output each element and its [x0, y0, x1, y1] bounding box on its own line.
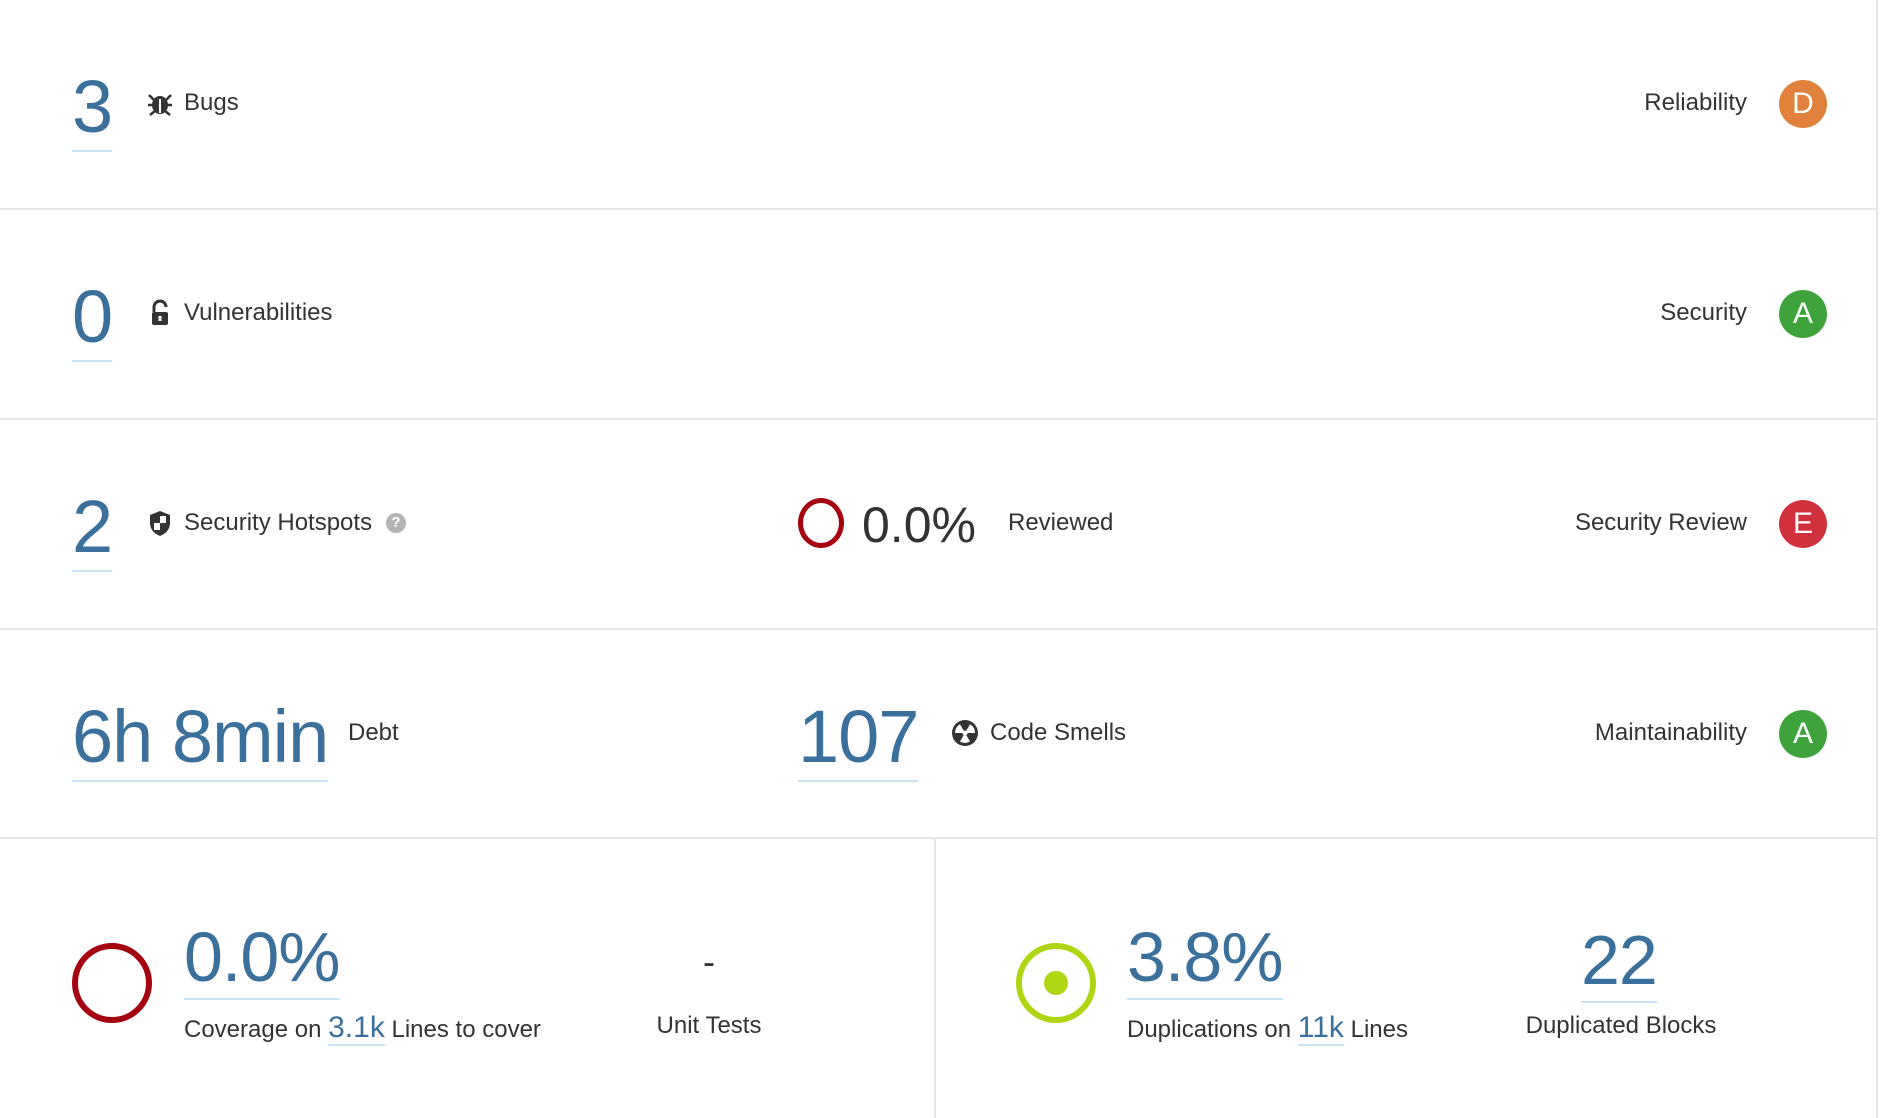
coverage-percent-link[interactable]: 0.0%	[184, 922, 341, 1000]
duplications-label: Duplications on 11k Lines	[1127, 1011, 1408, 1046]
security-review-label: Security Review	[1574, 509, 1747, 536]
hotspots-label: Security Hotspots	[184, 509, 373, 536]
divider	[1876, 0, 1878, 1118]
bug-icon	[148, 94, 172, 116]
radiation-icon	[952, 720, 978, 746]
coverage-lines-link[interactable]: 3.1k	[328, 1011, 385, 1046]
divider	[0, 628, 1876, 630]
security-rating-badge[interactable]: A	[1779, 290, 1827, 338]
debt-link[interactable]: 6h 8min	[72, 700, 329, 782]
divider	[934, 838, 936, 1118]
duplications-percent-link[interactable]: 3.8%	[1127, 922, 1284, 1000]
security-review-rating-badge[interactable]: E	[1779, 500, 1827, 548]
shield-icon	[150, 511, 170, 536]
reliability-label: Reliability	[1644, 89, 1747, 116]
divider	[0, 208, 1876, 210]
lock-icon	[152, 299, 168, 325]
coverage-label-suffix: Lines to cover	[391, 1016, 541, 1043]
debt-label: Debt	[348, 719, 399, 746]
vulnerabilities-count-link[interactable]: 0	[72, 280, 113, 362]
bugs-label: Bugs	[184, 89, 239, 116]
maintainability-label: Maintainability	[1594, 719, 1747, 746]
duplications-ring	[1016, 943, 1096, 1023]
unit-tests-value: -	[703, 941, 715, 982]
duplications-ring-dot	[1044, 971, 1068, 995]
duplicated-blocks-link[interactable]: 22	[1581, 925, 1658, 1003]
unit-tests-label: Unit Tests	[656, 1012, 762, 1039]
question-icon[interactable]: ?	[386, 513, 406, 533]
hotspots-count-link[interactable]: 2	[72, 490, 113, 572]
reviewed-label: Reviewed	[1008, 509, 1114, 536]
vulnerabilities-label: Vulnerabilities	[184, 299, 333, 326]
maintainability-rating-badge[interactable]: A	[1779, 710, 1827, 758]
duplications-lines-link[interactable]: 11k	[1297, 1011, 1344, 1046]
code-smells-count-link[interactable]: 107	[798, 700, 919, 782]
reliability-rating-badge[interactable]: D	[1779, 80, 1827, 128]
coverage-ring	[72, 943, 152, 1023]
hotspots-reviewed-ring	[798, 498, 844, 548]
duplications-label-suffix: Lines	[1350, 1016, 1408, 1043]
hotspots-reviewed-percent[interactable]: 0.0%	[862, 497, 976, 553]
bugs-count-link[interactable]: 3	[72, 70, 113, 152]
duplications-label-prefix: Duplications on	[1127, 1016, 1292, 1043]
code-smells-label: Code Smells	[990, 719, 1127, 746]
security-label: Security	[1660, 299, 1747, 326]
duplicated-blocks-label: Duplicated Blocks	[1525, 1012, 1717, 1039]
coverage-label-prefix: Coverage on	[184, 1016, 322, 1043]
divider	[0, 418, 1876, 420]
divider	[0, 837, 1876, 839]
coverage-label: Coverage on 3.1k Lines to cover	[184, 1011, 541, 1046]
